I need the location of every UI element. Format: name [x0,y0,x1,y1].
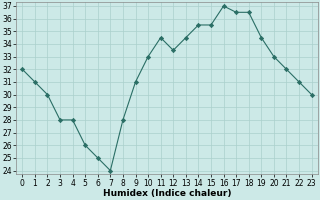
X-axis label: Humidex (Indice chaleur): Humidex (Indice chaleur) [103,189,231,198]
